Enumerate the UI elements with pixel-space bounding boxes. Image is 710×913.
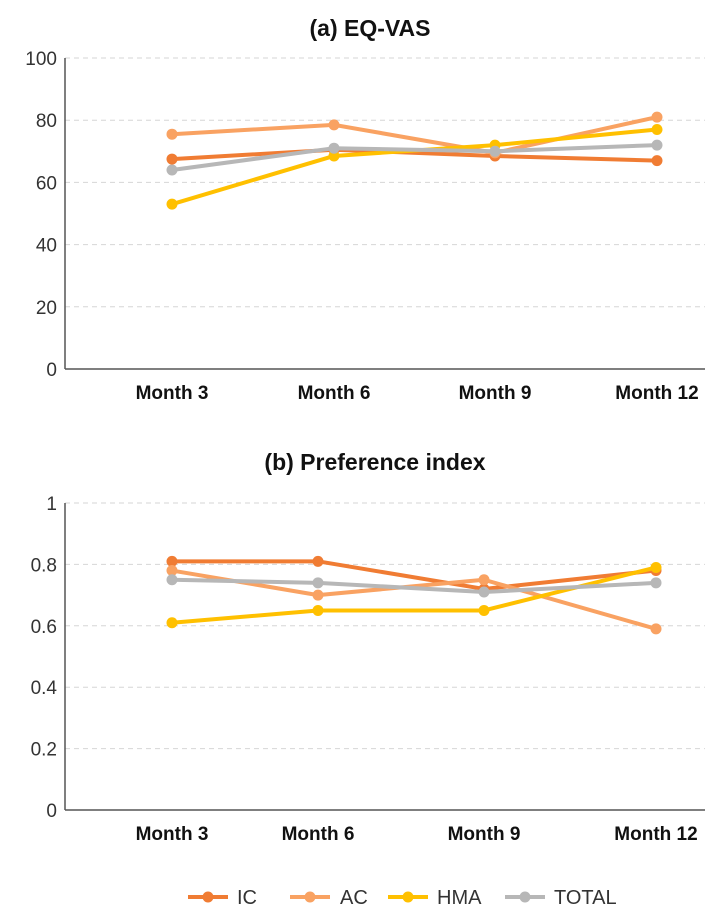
y-tick-label: 0.4 xyxy=(31,678,58,699)
legend-label-total: TOTAL xyxy=(554,887,617,909)
data-point-hma xyxy=(328,150,340,162)
data-point-total xyxy=(489,145,501,157)
data-point-ac xyxy=(312,589,324,601)
data-point-total xyxy=(312,577,324,589)
legend: IC AC HMA TOTAL xyxy=(188,887,617,909)
data-point-hma xyxy=(166,198,178,210)
x-tick-label: Month 12 xyxy=(614,824,697,845)
series-line-total xyxy=(170,577,658,595)
series-line-total xyxy=(170,143,659,172)
y-tick-label: 60 xyxy=(36,173,57,194)
data-point-total xyxy=(166,164,178,176)
chart-title: (b) Preference index xyxy=(264,449,485,475)
chart-title: (a) EQ-VAS xyxy=(310,15,431,41)
data-point-total xyxy=(166,574,178,586)
data-point-ac xyxy=(166,128,178,140)
legend-marker-ac xyxy=(304,891,316,903)
data-point-total xyxy=(651,139,663,151)
data-point-ac xyxy=(166,565,178,577)
x-tick-label: Month 6 xyxy=(298,383,371,404)
x-tick-label: Month 6 xyxy=(282,824,355,845)
legend-label-ac: AC xyxy=(340,887,368,909)
legend-label-hma: HMA xyxy=(437,887,482,909)
data-point-ac xyxy=(650,623,662,635)
legend-item-ic: IC xyxy=(188,887,257,909)
x-tick-label: Month 3 xyxy=(136,383,209,404)
y-tick-label: 80 xyxy=(36,111,57,132)
y-tick-label: 0 xyxy=(46,801,57,822)
data-point-total xyxy=(650,577,662,589)
series-line-ac xyxy=(170,115,659,155)
series-line-ic xyxy=(170,147,659,163)
data-point-hma xyxy=(478,604,490,616)
data-point-ac xyxy=(328,119,340,131)
data-point-hma xyxy=(651,124,663,136)
chart-panel-preference-index: (b) Preference index 0 0.2 0.4 0.6 0.8 1 Month… xyxy=(31,449,705,845)
y-tick-label: 0 xyxy=(46,360,57,381)
legend-item-hma: HMA xyxy=(388,887,482,909)
legend-marker-hma xyxy=(402,891,414,903)
legend-label-ic: IC xyxy=(237,887,257,909)
data-point-ac xyxy=(651,111,663,123)
x-tick-label: Month 9 xyxy=(459,383,532,404)
data-point-total xyxy=(328,142,340,154)
x-tick-label: Month 3 xyxy=(136,824,209,845)
x-tick-label: Month 12 xyxy=(615,383,698,404)
y-tick-label: 0.2 xyxy=(31,740,57,761)
data-point-total xyxy=(478,586,490,598)
y-tick-label: 0.6 xyxy=(31,617,57,638)
legend-marker-total xyxy=(519,891,531,903)
y-tick-label: 20 xyxy=(36,298,57,319)
data-point-ac xyxy=(478,574,490,586)
y-tick-label: 1 xyxy=(46,494,57,515)
data-point-hma xyxy=(312,604,324,616)
data-point-hma xyxy=(650,561,662,573)
legend-marker-ic xyxy=(202,891,214,903)
data-point-ic xyxy=(166,555,178,567)
series-line-ic xyxy=(170,559,658,591)
data-point-ic xyxy=(651,155,663,167)
chart-panel-eq-vas: (a) EQ-VAS 0 20 40 60 80 100 Month 3 Month 6 Mon… xyxy=(25,15,705,404)
data-point-hma xyxy=(166,617,178,629)
y-tick-label: 40 xyxy=(36,236,57,257)
legend-item-total: TOTAL xyxy=(505,887,617,909)
y-tick-label: 100 xyxy=(25,49,57,70)
data-point-ic xyxy=(312,555,324,567)
y-tick-label: 0.8 xyxy=(31,555,57,576)
x-tick-label: Month 9 xyxy=(448,824,521,845)
data-point-ic xyxy=(166,153,178,165)
legend-item-ac: AC xyxy=(290,887,368,909)
